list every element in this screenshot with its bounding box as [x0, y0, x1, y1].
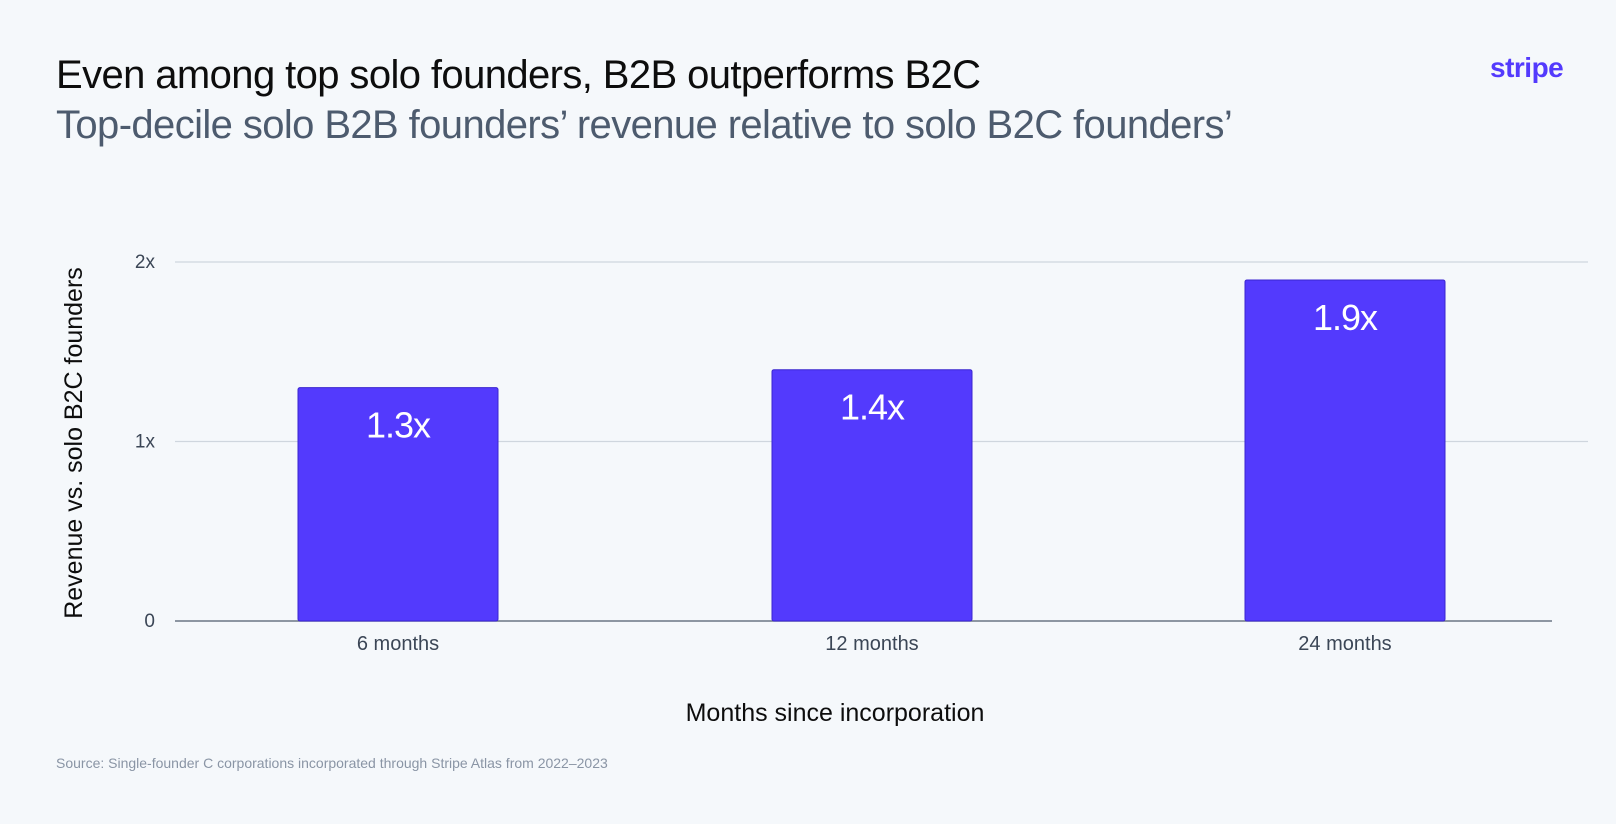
x-axis-ticks: 6 months 12 months 24 months: [357, 633, 1392, 655]
bars: 1.3x 1.4x 1.9x: [297, 279, 1446, 622]
y-axis-title: Revenue vs. solo B2C founders: [60, 267, 88, 619]
y-tick-label: 1x: [135, 432, 156, 453]
x-tick-label: 12 months: [825, 633, 918, 655]
source-note: Source: Single-founder C corporations in…: [56, 755, 608, 771]
bar: [297, 387, 499, 622]
y-tick-label: 0: [144, 611, 155, 632]
x-axis-title: Months since incorporation: [686, 699, 985, 727]
x-tick-label: 24 months: [1298, 633, 1391, 655]
x-tick-label: 6 months: [357, 633, 439, 655]
data-label: 1.4x: [840, 387, 905, 428]
chart-subtitle: Top-decile solo B2B founders’ revenue re…: [56, 103, 1233, 147]
bar: [1244, 279, 1446, 622]
bar: [771, 369, 973, 622]
y-axis-ticks: 0 1x 2x: [135, 252, 156, 632]
chart-title: Even among top solo founders, B2B outper…: [56, 53, 981, 97]
data-label: 1.3x: [366, 405, 431, 446]
data-label: 1.9x: [1313, 297, 1378, 338]
stripe-logo: stripe: [1490, 52, 1564, 83]
y-tick-label: 2x: [135, 252, 156, 273]
